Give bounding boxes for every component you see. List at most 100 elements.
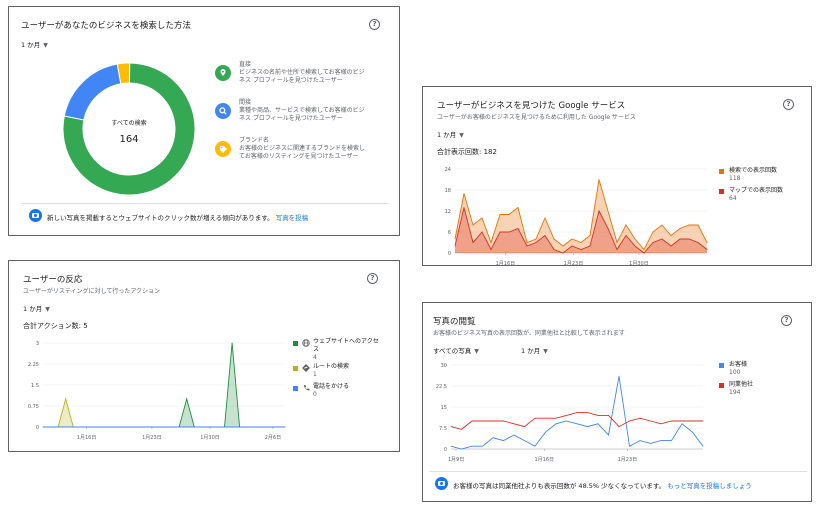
data-point [450, 445, 452, 447]
legend-title: 間接 [239, 99, 252, 106]
legend-value: 1 [313, 371, 317, 378]
data-point [201, 426, 203, 428]
data-point [463, 207, 465, 208]
legend-item-website: ウェブサイトへのアクセ ス 4 [313, 338, 379, 362]
data-point [57, 426, 59, 428]
help-icon[interactable]: ? [781, 315, 792, 326]
data-point [706, 242, 708, 243]
legend-value: 4 [313, 354, 317, 361]
post-more-photos-link[interactable]: もっと写真を投稿しましょう [667, 482, 752, 490]
tag-icon [215, 141, 231, 157]
x-tick-label: 1月23日 [564, 261, 584, 267]
data-point [618, 426, 620, 427]
total-views: 合計表示回数: 182 [437, 148, 497, 156]
data-point [269, 426, 271, 428]
donut-slice-3 [116, 62, 131, 85]
search-method-title: ユーザーがあなたのビジネスを検索した方法 [21, 21, 191, 31]
data-point [503, 420, 504, 422]
data-point [608, 415, 609, 416]
x-tick-label: 1月16日 [496, 261, 516, 267]
data-point [639, 417, 641, 419]
data-point [692, 431, 693, 433]
data-point [450, 426, 452, 427]
series-area [455, 207, 707, 253]
data-point [625, 224, 627, 226]
x-tick-label: 1月16日 [77, 435, 97, 441]
data-point [702, 420, 704, 422]
data-point [284, 426, 286, 428]
data-point [231, 426, 233, 428]
data-point [524, 440, 525, 441]
data-point [508, 214, 510, 215]
photo-compare-text: お客様の写真は同業他社よりも表示回数が 48.5% 少なくなっています。 [453, 482, 666, 490]
data-point [589, 245, 591, 247]
data-point [661, 238, 663, 240]
help-icon[interactable]: ? [369, 19, 380, 30]
period-select[interactable]: 1 か月 ▼ [21, 39, 48, 49]
y-tick-label: 6 [448, 230, 451, 236]
chevron-down-icon: ▼ [43, 42, 48, 49]
data-point [472, 224, 474, 226]
data-point [65, 398, 67, 400]
chevron-down-icon: ▼ [543, 348, 548, 355]
period-select[interactable]: 1 か月 ▼ [437, 129, 464, 139]
data-point [587, 412, 588, 413]
data-point [580, 242, 582, 243]
data-point [629, 445, 630, 447]
divider [21, 203, 389, 204]
chevron-down-icon: ▼ [459, 132, 464, 139]
reactions-panel: ユーザーの反応 ユーザーがリスティングに対して行ったアクション ? 1 か月 ▼ … [8, 260, 400, 452]
legend-label: マップでの表示回数 [729, 187, 784, 194]
data-point [589, 235, 591, 236]
legend-label: 電話をかける [313, 383, 350, 390]
photo-tip-text: 新しい写真を掲載するとウェブサイトのクリック数が増える傾向があります。 [47, 214, 274, 222]
data-point [661, 224, 663, 226]
help-icon[interactable]: ? [367, 273, 378, 284]
period-select[interactable]: 1 か月 ▼ [23, 303, 50, 313]
data-point [652, 231, 654, 233]
data-point [526, 245, 528, 247]
data-point [125, 426, 127, 428]
period-select-label: 1 か月 [437, 131, 457, 139]
chevron-down-icon: ▼ [474, 348, 479, 355]
data-point [156, 426, 157, 428]
data-point [555, 423, 557, 425]
legend-desc: ネス プロフィールを見つけたユーザー [239, 77, 343, 84]
chevron-down-icon: ▼ [45, 306, 50, 313]
data-point [481, 231, 483, 233]
data-point [490, 242, 492, 243]
data-point [461, 448, 462, 450]
data-point [140, 426, 142, 428]
data-point [580, 249, 582, 250]
legend-item-direct: 直接 ビジネスの名前や住所で検索してお客様のビジ ネス プロフィールを見つけたユ… [215, 61, 395, 91]
photo-filter-label: すべての写真 [433, 347, 472, 355]
y-tick-label: 2.25 [28, 362, 39, 368]
google-services-subtitle: ユーザーがお客様のビジネスを見つけるために利用した Google サービス [437, 114, 636, 121]
data-point [571, 245, 573, 247]
photo-filter-select[interactable]: すべての写真 ▼ [433, 345, 479, 355]
photo-compare-tip: お客様の写真は同業他社よりも表示回数が 48.5% 少なくなっています。 もっと… [453, 480, 752, 490]
legend-swatch [293, 386, 298, 391]
data-point [186, 398, 188, 400]
x-tick-label: 2月6日 [265, 435, 281, 441]
x-tick-label: 1月9日 [448, 457, 464, 463]
data-point [482, 420, 483, 422]
y-tick-label: 22.5 [436, 384, 447, 390]
data-point [598, 179, 600, 180]
data-point [42, 426, 44, 428]
data-point [50, 426, 51, 428]
data-point [261, 426, 263, 428]
period-select[interactable]: 1 か月 ▼ [521, 345, 548, 355]
help-icon[interactable]: ? [783, 99, 794, 110]
legend-label: 検索での表示回数 [729, 167, 778, 174]
data-point [679, 228, 681, 229]
legend-desc: ビジネスの名前や住所で検索してお客様のビジ [239, 69, 365, 76]
post-photo-link[interactable]: 写真を投稿 [275, 214, 309, 222]
data-point [597, 415, 599, 416]
legend-swatch [719, 189, 724, 194]
legend-desc: お客様のビジネスに関連するブランドを検索し [239, 145, 366, 152]
data-point [246, 426, 248, 428]
data-point [517, 228, 519, 229]
data-point [186, 426, 188, 428]
data-point [650, 443, 651, 444]
